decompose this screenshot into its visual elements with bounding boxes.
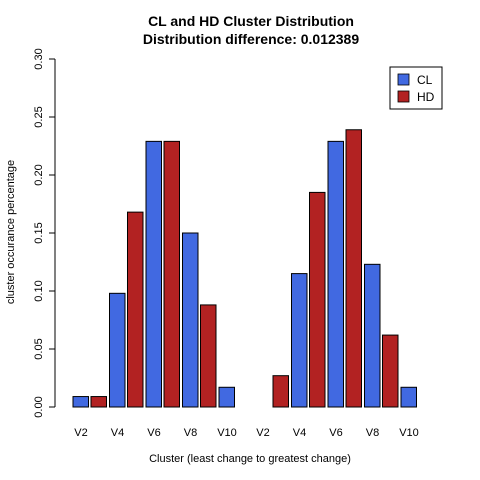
x-axis-tick-labels: V2 V4 V6 V8 V10 V2 V4 V6 V8 V10 xyxy=(74,427,419,439)
bar-cl-g1-3 xyxy=(145,140,162,408)
x-tick-label: V10 xyxy=(399,427,419,439)
x-tick-label: V6 xyxy=(147,427,160,439)
bars xyxy=(72,129,417,408)
bar-cl-g1-1 xyxy=(72,396,89,408)
x-tick-label: V4 xyxy=(293,427,306,439)
x-tick-label: V10 xyxy=(217,427,237,439)
bar-cl-g1-2 xyxy=(109,292,126,408)
bar-cl-g1-5 xyxy=(218,386,235,408)
bar-hd-g1-4 xyxy=(200,304,217,408)
chart-subtitle: Distribution difference: 0.012389 xyxy=(143,31,360,47)
bar-hd-g2-1 xyxy=(272,375,289,408)
bar-cl-g2-5 xyxy=(400,386,417,408)
bar-hd-g1-2 xyxy=(127,211,144,408)
x-tick-label: V8 xyxy=(184,427,197,439)
y-tick-label: 0.10 xyxy=(33,280,45,301)
x-tick-label: V2 xyxy=(74,427,87,439)
y-tick-label: 0.25 xyxy=(33,106,45,127)
bar-hd-g2-2 xyxy=(309,191,326,408)
y-axis-label: cluster occurance percentage xyxy=(5,160,17,304)
legend-swatch-cl xyxy=(397,73,410,86)
bar-cl-g2-2 xyxy=(291,273,308,408)
y-tick-label: 0.20 xyxy=(33,164,45,185)
legend-swatch-hd xyxy=(397,90,410,103)
y-tick-label: 0.30 xyxy=(33,48,45,69)
chart-title: CL and HD Cluster Distribution xyxy=(148,13,354,29)
x-tick-label: V2 xyxy=(256,427,269,439)
x-tick-label: V8 xyxy=(366,427,379,439)
bar-cl-g2-4 xyxy=(364,263,381,408)
bar-hd-g2-4 xyxy=(382,334,399,408)
bar-cl-g1-4 xyxy=(182,232,199,408)
bar-hd-g1-1 xyxy=(90,396,107,408)
y-tick-label: 0.05 xyxy=(33,338,45,359)
bar-hd-g2-3 xyxy=(345,129,362,408)
y-axis: 0.00 0.05 0.10 0.15 0.20 0.25 0.30 xyxy=(33,48,56,418)
legend-label-hd: HD xyxy=(417,90,435,104)
legend: CL HD xyxy=(389,66,443,110)
y-tick-label: 0.15 xyxy=(33,222,45,243)
bar-cl-g2-3 xyxy=(327,140,344,408)
x-tick-label: V6 xyxy=(329,427,342,439)
legend-label-cl: CL xyxy=(417,73,433,87)
y-tick-label: 0.00 xyxy=(33,396,45,417)
bar-hd-g1-3 xyxy=(163,140,180,408)
x-tick-label: V4 xyxy=(111,427,124,439)
x-axis-label: Cluster (least change to greatest change… xyxy=(149,453,351,465)
